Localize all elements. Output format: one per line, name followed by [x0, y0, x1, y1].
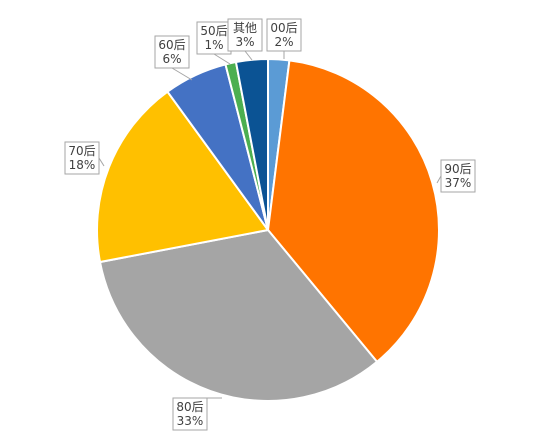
leader-line-6 — [244, 50, 253, 61]
data-label-box — [64, 141, 100, 175]
data-label-box — [154, 35, 190, 69]
data-label-category: 80后 — [176, 400, 203, 414]
data-label-box — [440, 159, 476, 193]
data-label-box — [266, 18, 302, 52]
pie-slice-3 — [96, 90, 270, 264]
data-label-box — [172, 397, 208, 431]
data-label-percent: 33% — [177, 414, 204, 428]
data-label-category: 00后 — [270, 21, 297, 35]
pie-slice-1 — [266, 59, 441, 364]
leader-line-1 — [436, 175, 442, 184]
data-label-category: 60后 — [158, 38, 185, 52]
leader-line-3 — [98, 157, 105, 167]
data-label-percent: 18% — [69, 158, 96, 172]
data-label-box — [227, 18, 263, 52]
data-label-percent: 1% — [204, 38, 223, 52]
data-label-box — [196, 21, 232, 55]
data-label-percent: 3% — [235, 35, 254, 49]
data-label-percent: 6% — [162, 52, 181, 66]
data-label-category: 50后 — [200, 24, 227, 38]
data-label-category: 90后 — [444, 162, 471, 176]
leader-line-5 — [213, 53, 231, 65]
leader-line-4 — [171, 67, 193, 81]
data-label-category: 其他 — [233, 21, 257, 35]
pie-slice-2 — [98, 228, 379, 403]
data-label-percent: 2% — [274, 35, 293, 49]
data-label-percent: 37% — [445, 176, 472, 190]
data-label-6: 其他3% — [227, 18, 263, 52]
pie-slices — [96, 57, 441, 403]
data-label-category: 70后 — [68, 144, 95, 158]
